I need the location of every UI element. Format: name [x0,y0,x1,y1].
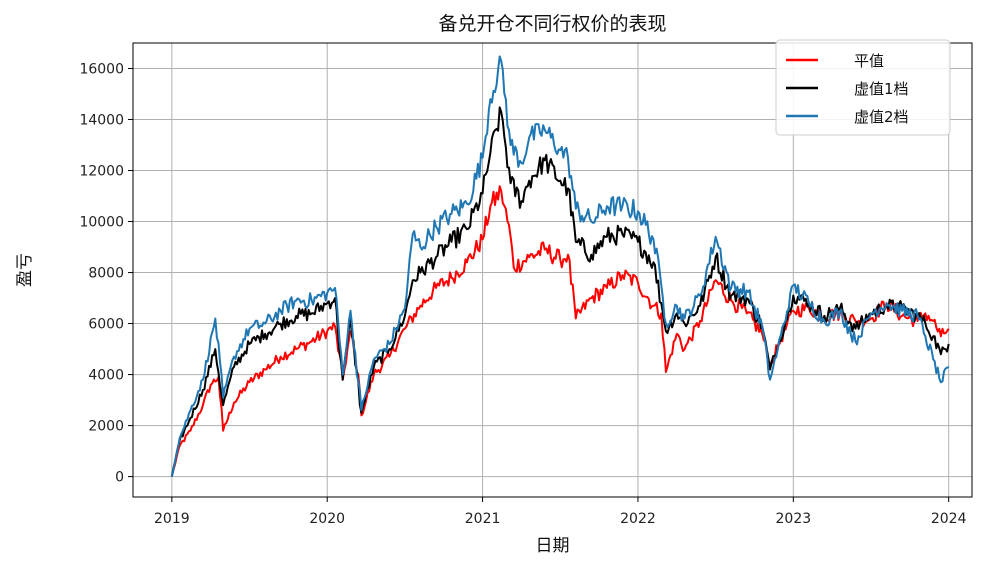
x-tick-label: 2022 [620,511,656,527]
x-tick-label: 2023 [776,511,812,527]
x-tick-label: 2021 [465,511,501,527]
x-axis-label: 日期 [536,536,570,556]
grid-layer [133,43,972,497]
legend-label: 虚值1档 [854,80,909,98]
x-tick-label: 2020 [309,511,345,527]
plot-frame [132,42,973,498]
chart-title: 备兑开仓不同行权价的表现 [438,13,666,35]
y-tick-label: 14000 [79,113,124,129]
y-tick-label: 10000 [79,215,124,231]
y-tick-label: 6000 [88,317,124,333]
legend-label: 虚值2档 [854,108,909,126]
y-tick-label: 4000 [88,368,124,384]
y-tick-label: 12000 [79,164,124,180]
legend-box [775,39,951,136]
x-tick-label: 2019 [154,511,190,527]
y-tick-label: 16000 [79,62,124,78]
series-layer [170,55,950,477]
series-line [170,106,950,477]
x-axis-ticks: 2019 2020 2021 2022 2023 2024 [154,497,967,527]
series-line [170,55,950,477]
y-axis-label: 盈亏 [15,253,35,287]
x-tick-label: 2024 [931,511,967,527]
y-tick-label: 0 [115,470,124,486]
legend-label: 平值 [854,52,884,70]
y-tick-label: 2000 [88,419,124,435]
y-tick-label: 8000 [88,266,124,282]
y-axis-ticks: 0 2000 4000 6000 8000 10000 12000 14000 16000 [79,62,133,486]
